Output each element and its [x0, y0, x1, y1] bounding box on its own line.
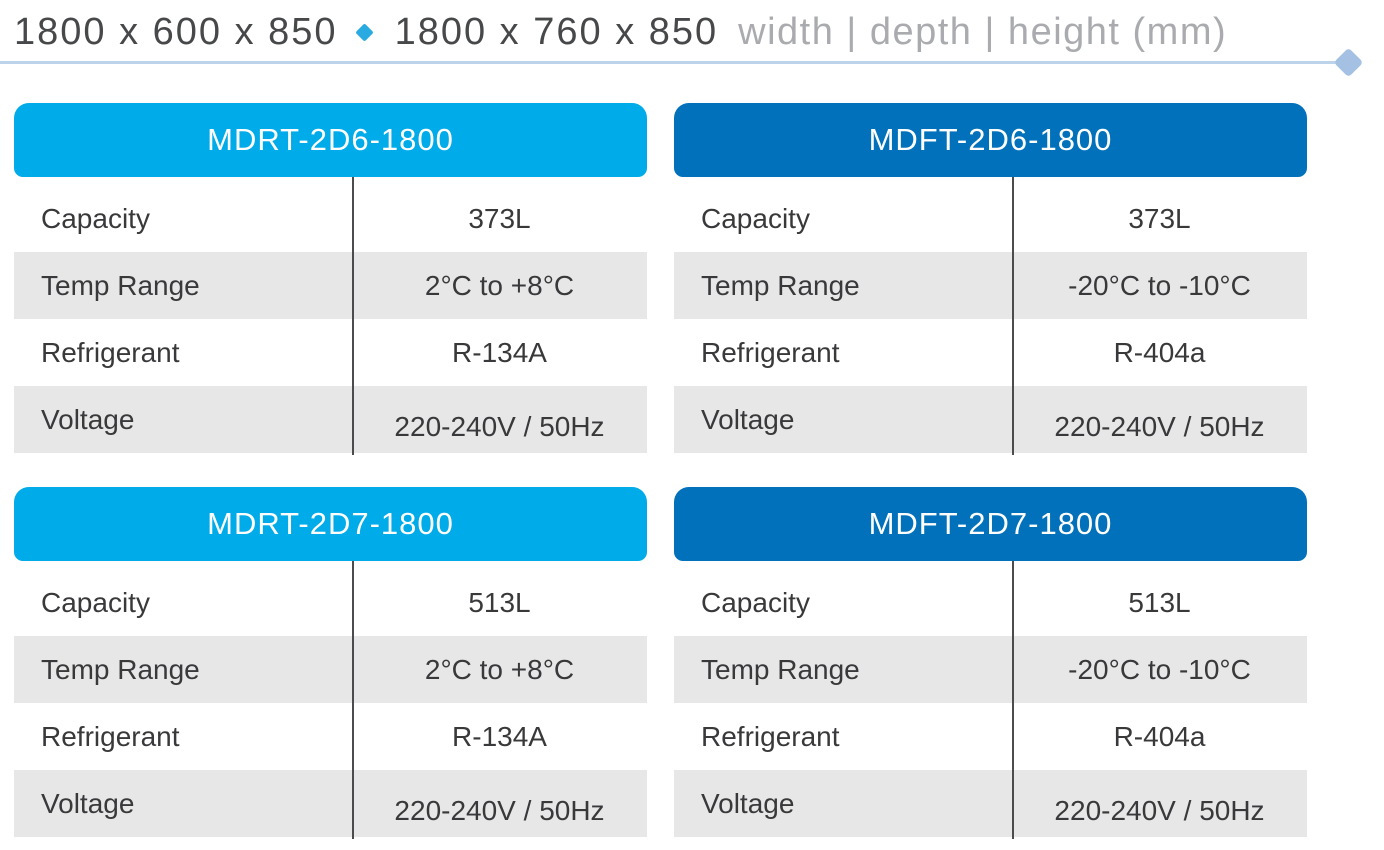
spec-row-capacity: Capacity 373L	[14, 185, 647, 252]
spec-row-label: Voltage	[41, 787, 135, 819]
spec-row-refrigerant: Refrigerant R-134A	[14, 319, 647, 386]
spec-tables-grid: MDRT-2D6-1800 Capacity 373L Temp Range 2…	[14, 103, 1307, 839]
spec-row-value: R-134A	[452, 720, 547, 752]
model-header: MDRT-2D7-1800	[14, 487, 647, 561]
model-name: MDRT-2D6-1800	[207, 122, 454, 157]
spec-row-voltage: Voltage 220-240V / 50Hz	[674, 770, 1307, 837]
spec-table-mdft-2d6-1800: MDFT-2D6-1800 Capacity 373L Temp Range -…	[674, 103, 1307, 455]
model-header: MDFT-2D6-1800	[674, 103, 1307, 177]
spec-row-value: 2°C to +8°C	[424, 269, 575, 301]
spec-row-value: 220-240V / 50Hz	[394, 794, 605, 826]
dimensions-model-b: 1800 x 760 x 850	[394, 11, 719, 53]
column-divider	[1012, 177, 1015, 455]
spec-row-value: R-134A	[452, 336, 547, 368]
spec-row-capacity: Capacity 513L	[14, 569, 647, 636]
spec-row-temp-range: Temp Range 2°C to +8°C	[14, 636, 647, 703]
dimensions-legend: width | depth | height (mm)	[738, 11, 1228, 53]
spec-row-label: Voltage	[701, 403, 795, 435]
spec-row-label: Capacity	[41, 202, 150, 234]
spec-row-value: 513L	[468, 586, 531, 618]
spec-row-capacity: Capacity 373L	[674, 185, 1307, 252]
spec-row-value: 220-240V / 50Hz	[394, 410, 605, 442]
spec-row-label: Capacity	[41, 586, 150, 618]
spec-row-value: R-404a	[1113, 720, 1206, 752]
spec-rows: Capacity 513L Temp Range -20°C to -10°C …	[674, 561, 1307, 839]
spec-row-value: R-404a	[1113, 336, 1206, 368]
model-name: MDRT-2D7-1800	[207, 506, 454, 541]
spec-row-temp-range: Temp Range 2°C to +8°C	[14, 252, 647, 319]
model-header: MDRT-2D6-1800	[14, 103, 647, 177]
model-name: MDFT-2D6-1800	[868, 122, 1113, 157]
rule-end-diamond-icon	[1333, 47, 1364, 78]
spec-row-value: 220-240V / 50Hz	[1054, 410, 1265, 442]
spec-row-label: Refrigerant	[701, 720, 840, 752]
model-name: MDFT-2D7-1800	[868, 506, 1113, 541]
spec-row-temp-range: Temp Range -20°C to -10°C	[674, 636, 1307, 703]
spec-row-label: Refrigerant	[41, 720, 180, 752]
spec-row-label: Refrigerant	[701, 336, 840, 368]
spec-row-voltage: Voltage 220-240V / 50Hz	[14, 386, 647, 453]
spec-row-label: Temp Range	[701, 269, 860, 301]
spec-rows: Capacity 373L Temp Range 2°C to +8°C Ref…	[14, 177, 647, 455]
spec-row-label: Voltage	[701, 787, 795, 819]
column-divider	[1012, 561, 1015, 839]
spec-row-value: 513L	[1128, 586, 1191, 618]
spec-table-mdrt-2d7-1800: MDRT-2D7-1800 Capacity 513L Temp Range 2…	[14, 487, 647, 839]
spec-row-value: 220-240V / 50Hz	[1054, 794, 1265, 826]
spec-row-label: Voltage	[41, 403, 135, 435]
spec-row-value: -20°C to -10°C	[1068, 269, 1251, 301]
spec-row-refrigerant: Refrigerant R-404a	[674, 703, 1307, 770]
spec-table-mdrt-2d6-1800: MDRT-2D6-1800 Capacity 373L Temp Range 2…	[14, 103, 647, 455]
dimensions-header: 1800 x 600 x 850 1800 x 760 x 850 width …	[14, 10, 1227, 54]
model-header: MDFT-2D7-1800	[674, 487, 1307, 561]
spec-row-voltage: Voltage 220-240V / 50Hz	[674, 386, 1307, 453]
spec-row-label: Refrigerant	[41, 336, 180, 368]
spec-row-label: Temp Range	[701, 653, 860, 685]
spec-row-value: 2°C to +8°C	[424, 653, 575, 685]
column-divider	[352, 177, 355, 455]
dimensions-model-a: 1800 x 600 x 850	[14, 11, 338, 53]
spec-row-label: Capacity	[701, 586, 810, 618]
header-rule	[0, 61, 1343, 64]
spec-row-value: 373L	[468, 202, 531, 234]
column-divider	[352, 561, 355, 839]
spec-row-temp-range: Temp Range -20°C to -10°C	[674, 252, 1307, 319]
spec-row-label: Temp Range	[41, 269, 200, 301]
spec-row-label: Capacity	[701, 202, 810, 234]
spec-row-value: -20°C to -10°C	[1068, 653, 1251, 685]
spec-row-voltage: Voltage 220-240V / 50Hz	[14, 770, 647, 837]
spec-row-value: 373L	[1128, 202, 1191, 234]
spec-row-refrigerant: Refrigerant R-404a	[674, 319, 1307, 386]
spec-row-label: Temp Range	[41, 653, 200, 685]
spec-row-refrigerant: Refrigerant R-134A	[14, 703, 647, 770]
spec-row-capacity: Capacity 513L	[674, 569, 1307, 636]
diamond-separator-icon	[354, 22, 374, 42]
spec-rows: Capacity 373L Temp Range -20°C to -10°C …	[674, 177, 1307, 455]
spec-rows: Capacity 513L Temp Range 2°C to +8°C Ref…	[14, 561, 647, 839]
spec-table-mdft-2d7-1800: MDFT-2D7-1800 Capacity 513L Temp Range -…	[674, 487, 1307, 839]
